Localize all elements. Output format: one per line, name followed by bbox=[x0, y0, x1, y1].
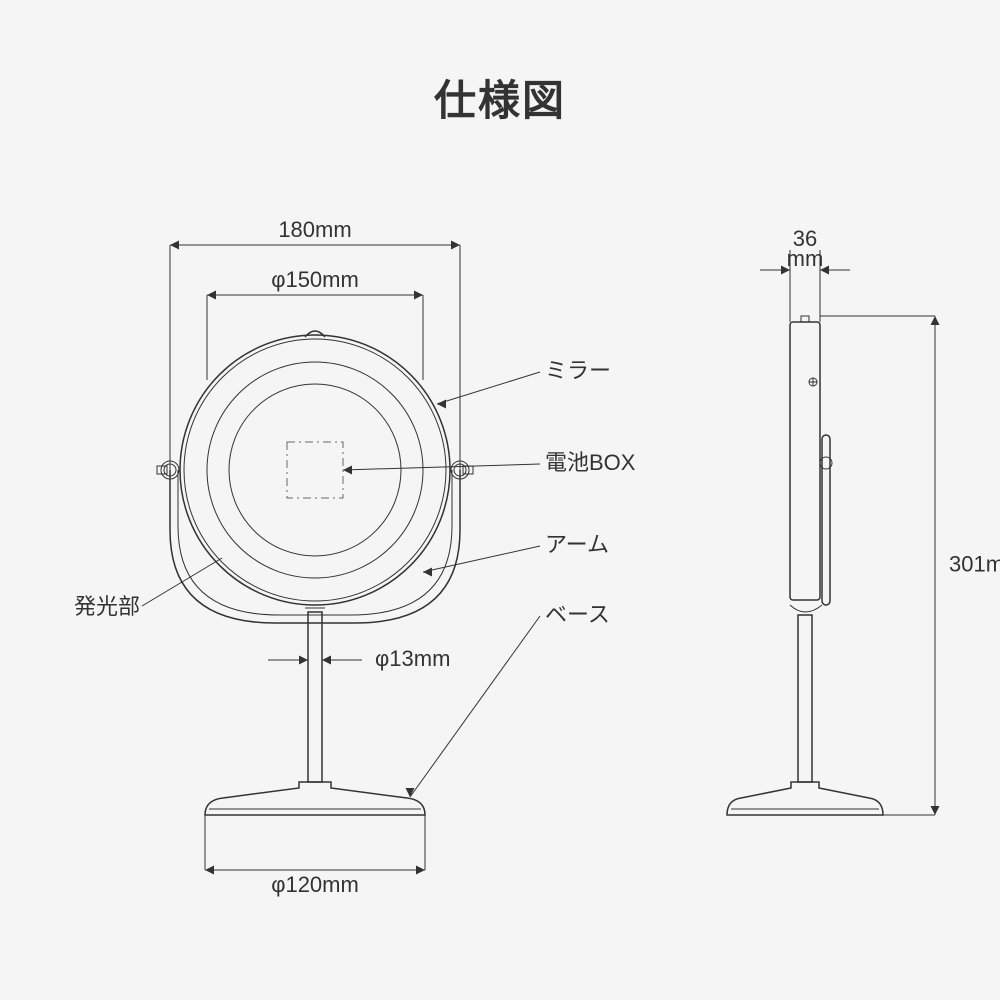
label-battery: 電池BOX bbox=[545, 450, 636, 475]
label-mirror: ミラー bbox=[545, 358, 611, 383]
side-mirror bbox=[790, 322, 820, 600]
mirror-outer bbox=[180, 335, 450, 605]
label-emitter: 発光部 bbox=[74, 594, 140, 619]
label-base: ベース bbox=[545, 602, 610, 627]
side-base bbox=[727, 782, 883, 815]
svg-text:mm: mm bbox=[787, 246, 824, 271]
base bbox=[205, 782, 425, 815]
svg-text:φ13mm: φ13mm bbox=[375, 646, 450, 671]
svg-text:301mm: 301mm bbox=[949, 552, 1000, 577]
emitter-ring bbox=[207, 362, 423, 578]
side-arm bbox=[822, 435, 830, 605]
svg-text:φ150mm: φ150mm bbox=[271, 267, 359, 292]
page-title: 仕様図 bbox=[434, 77, 566, 124]
label-arm: アーム bbox=[545, 532, 609, 557]
svg-text:180mm: 180mm bbox=[278, 217, 351, 242]
pole bbox=[308, 612, 322, 782]
battery-box bbox=[287, 442, 343, 498]
side-view bbox=[727, 316, 883, 815]
svg-text:φ120mm: φ120mm bbox=[271, 872, 359, 897]
